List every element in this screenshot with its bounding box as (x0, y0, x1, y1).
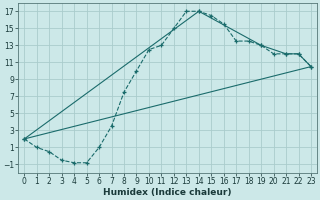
X-axis label: Humidex (Indice chaleur): Humidex (Indice chaleur) (103, 188, 232, 197)
